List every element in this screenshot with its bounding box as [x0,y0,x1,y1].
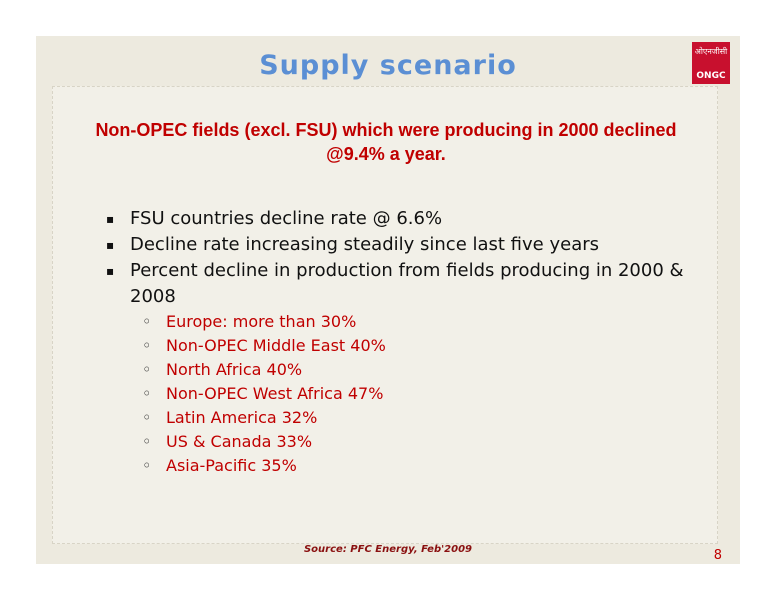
sub-bullet: Europe: more than 30% [106,310,686,334]
logo: ओएनजीसी ONGC [692,42,730,84]
sub-bullet: US & Canada 33% [106,430,686,454]
slide-title: Supply scenario [259,50,517,81]
bullet: Decline rate increasing steadily since l… [106,232,686,258]
logo-hindi: ओएनजीसी [694,47,728,56]
logo-text: ONGC [696,71,726,81]
sub-bullet: Non-OPEC Middle East 40% [106,334,686,358]
slide: Supply scenario ओएनजीसी ONGC Non-OPEC fie… [36,36,740,564]
page-number: 8 [713,548,722,563]
bullet: Percent decline in production from field… [106,258,686,310]
sub-bullet: Latin America 32% [106,406,686,430]
sub-bullet: North Africa 40% [106,358,686,382]
bullet-list: FSU countries decline rate @ 6.6%Decline… [106,206,686,478]
bullet: FSU countries decline rate @ 6.6% [106,206,686,232]
source: Source: PFC Energy, Feb'2009 [303,544,473,555]
headline: Non-OPEC fields (excl. FSU) which were p… [95,120,677,164]
sub-bullet: Asia-Pacific 35% [106,454,686,478]
sub-bullet: Non-OPEC West Africa 47% [106,382,686,406]
